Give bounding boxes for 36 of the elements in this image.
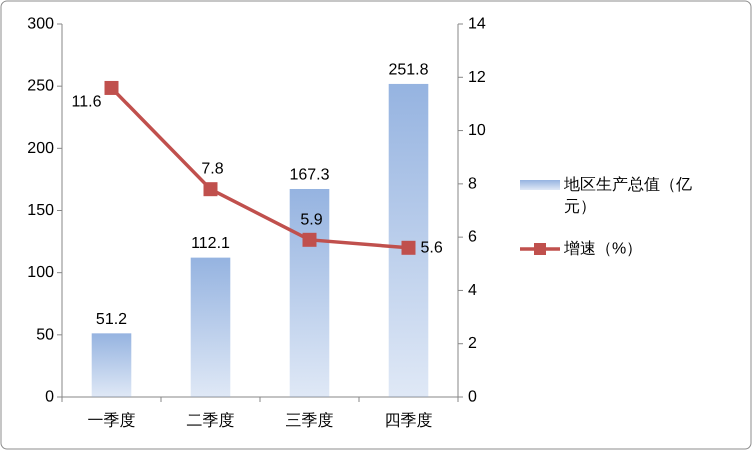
x-tick-label: 四季度 <box>384 412 432 430</box>
y2-tick-label: 4 <box>468 282 477 299</box>
bar <box>190 258 230 397</box>
data-label: 5.6 <box>420 239 443 256</box>
data-label: 5.9 <box>300 211 323 228</box>
y-tick-label: 150 <box>27 202 54 219</box>
legend-label: 地区生产总值（亿元） <box>563 176 692 216</box>
y2-tick-label: 14 <box>468 16 486 32</box>
y-tick-label: 50 <box>36 326 54 344</box>
data-label: 11.6 <box>72 93 102 110</box>
x-tick-label: 三季度 <box>286 412 334 430</box>
y-tick-label: 300 <box>27 16 54 32</box>
y2-tick-label: 6 <box>468 228 477 246</box>
point <box>402 240 416 255</box>
x-tick-label: 一季度 <box>88 412 136 430</box>
y-tick-label: 250 <box>27 78 54 95</box>
y2-tick-label: 0 <box>468 388 477 406</box>
point <box>302 232 316 247</box>
point <box>104 80 118 95</box>
bar <box>290 188 330 397</box>
x-tick-label: 二季度 <box>186 412 234 430</box>
y2-tick-label: 8 <box>468 175 477 192</box>
y-tick-label: 200 <box>27 140 54 157</box>
y2-tick-label: 2 <box>468 335 477 352</box>
bar <box>92 333 132 397</box>
data-label: 7.8 <box>201 160 224 178</box>
point <box>204 182 218 196</box>
data-label: 251.8 <box>388 61 429 78</box>
y2-tick-label: 12 <box>468 68 486 86</box>
data-label: 51.2 <box>96 310 128 328</box>
y-tick-label: 0 <box>45 388 54 406</box>
y2-tick-label: 10 <box>468 122 486 140</box>
data-label: 167.3 <box>289 166 330 184</box>
data-label: 112.1 <box>191 235 230 252</box>
y-tick-label: 100 <box>27 264 54 282</box>
legend-label: 增速（%） <box>563 240 642 258</box>
